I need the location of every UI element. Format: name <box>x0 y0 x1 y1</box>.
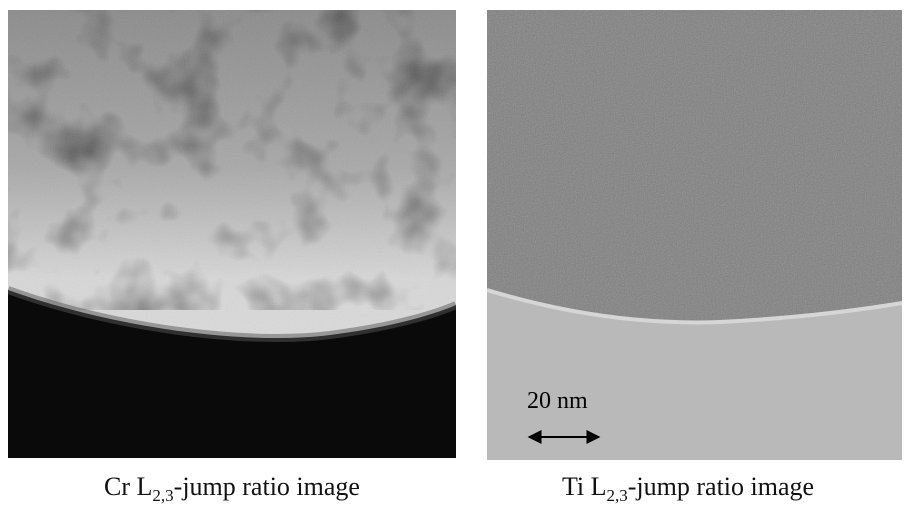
cr-image <box>8 10 456 458</box>
ti-image: 20 nm <box>487 10 902 460</box>
caption-text: -jump ratio image <box>174 472 360 501</box>
caption-text: -jump ratio image <box>628 472 814 501</box>
caption-text: Ti L <box>562 472 607 501</box>
caption-text: Cr L <box>104 472 152 501</box>
caption-subscript: 2,3 <box>607 486 628 505</box>
caption: Ti L2,3-jump ratio image <box>562 472 814 505</box>
scale-bar-label: 20 nm <box>527 388 588 414</box>
caption: Cr L2,3-jump ratio image <box>104 472 360 505</box>
caption-subscript: 2,3 <box>152 486 173 505</box>
